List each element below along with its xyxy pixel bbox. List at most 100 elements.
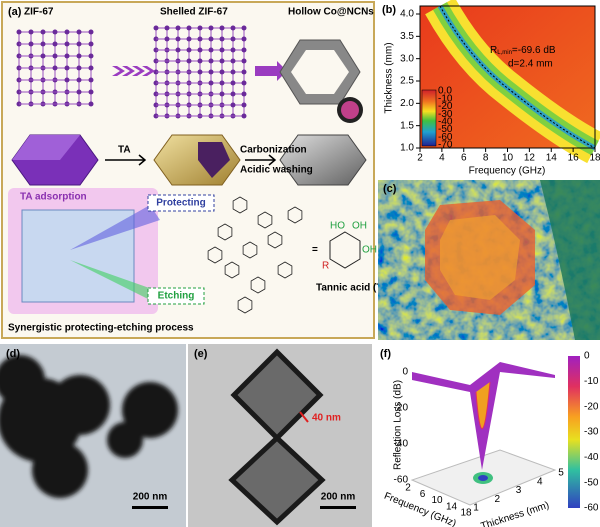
lattice-node bbox=[197, 47, 203, 53]
lattice-node bbox=[52, 65, 58, 71]
x-tick-label: 6 bbox=[461, 153, 467, 164]
y-tick-label: 1 bbox=[473, 503, 479, 514]
protecting-label: Protecting bbox=[156, 198, 205, 209]
panel-e: 40 nm (e) 200 nm bbox=[188, 344, 372, 527]
ring bbox=[224, 261, 240, 279]
lattice-node bbox=[241, 36, 247, 42]
y-label: Thickness (mm) bbox=[384, 42, 395, 113]
y-tick-label: 3 bbox=[516, 485, 522, 496]
x-tick-label: 4 bbox=[439, 153, 445, 164]
ring bbox=[217, 223, 233, 241]
lattice-node bbox=[88, 41, 94, 47]
process-label: Synergistic protecting-etching process bbox=[8, 323, 194, 334]
colorbar-tick-label: -70 bbox=[438, 140, 453, 151]
lattice-node bbox=[219, 80, 225, 86]
lattice-node bbox=[241, 91, 247, 97]
equals: = bbox=[312, 245, 318, 256]
x-tick-label: 12 bbox=[524, 153, 536, 164]
colorbar-tick-label: -60 bbox=[584, 503, 599, 514]
ring bbox=[237, 296, 253, 314]
group: OH bbox=[352, 221, 367, 232]
y-tick-label: 4 bbox=[537, 476, 543, 487]
step-label: TA bbox=[118, 145, 131, 156]
lattice-node bbox=[197, 25, 203, 31]
scale-label: 200 nm bbox=[321, 492, 356, 503]
colorbar-tick-label: -10 bbox=[438, 93, 453, 104]
lattice-node bbox=[186, 36, 192, 42]
x-tick-label: 10 bbox=[502, 153, 514, 164]
stage-label: Hollow Co@NCNs bbox=[288, 7, 374, 18]
marker-label: 40 nm bbox=[312, 413, 341, 424]
lattice-node bbox=[64, 41, 70, 47]
particle bbox=[228, 434, 326, 526]
lattice-node bbox=[88, 53, 94, 59]
lattice-node bbox=[40, 53, 46, 59]
group: R bbox=[322, 261, 329, 272]
panel-label: (c) bbox=[383, 183, 397, 195]
y-tick-label: 1.0 bbox=[400, 143, 414, 154]
particle-core bbox=[440, 215, 520, 300]
lattice-node bbox=[219, 58, 225, 64]
lattice-group bbox=[16, 25, 247, 119]
lattice-node bbox=[219, 91, 225, 97]
lattice-node bbox=[219, 25, 225, 31]
x-tick-label: 18 bbox=[460, 508, 472, 519]
lattice-node bbox=[230, 36, 236, 42]
annotation-subscript: L,min bbox=[497, 50, 512, 56]
z-tick-label: 0 bbox=[402, 367, 408, 378]
x-tick-label: 14 bbox=[446, 501, 458, 512]
x-tick-label: 6 bbox=[420, 489, 426, 500]
y-tick-label: 2.0 bbox=[400, 98, 414, 109]
lattice-node bbox=[230, 58, 236, 64]
y-tick-label: 5 bbox=[558, 468, 564, 479]
lattice-node bbox=[241, 47, 247, 53]
scale-bar bbox=[320, 506, 356, 509]
panel-a: (a) ZIF-67 Shelled ZIF-67 Hollow Co@NCNs… bbox=[1, 1, 392, 339]
z-label: Reflection Loss (dB) bbox=[393, 380, 404, 470]
x-tick-label: 14 bbox=[546, 153, 558, 164]
ring bbox=[207, 246, 223, 264]
lattice-node bbox=[230, 25, 236, 31]
marker bbox=[299, 411, 309, 423]
arrow bbox=[105, 154, 147, 166]
colorbar bbox=[568, 356, 580, 508]
x-tick-label: 8 bbox=[483, 153, 489, 164]
lattice-node bbox=[28, 29, 34, 35]
colorbar-tick-label: 0.0 bbox=[438, 86, 452, 97]
annotation: d=2.4 mm bbox=[508, 59, 553, 70]
lattice-node bbox=[186, 47, 192, 53]
lattice-node bbox=[64, 65, 70, 71]
etching-label: Etching bbox=[158, 291, 195, 302]
annotation-symbol: R bbox=[490, 45, 497, 56]
ring bbox=[257, 211, 273, 229]
tannic-acid-structure bbox=[207, 196, 303, 314]
lattice-node bbox=[208, 47, 214, 53]
region bbox=[540, 180, 600, 340]
lattice-node bbox=[88, 89, 94, 95]
lattice-node bbox=[40, 29, 46, 35]
ta-name: Tannic acid (TA) bbox=[316, 283, 392, 294]
crystal-face bbox=[12, 135, 80, 160]
ring bbox=[232, 196, 248, 214]
lattice-node bbox=[76, 77, 82, 83]
annotation: RL,min=-69.6 dB bbox=[490, 45, 556, 56]
panel-label: (d) bbox=[6, 348, 20, 360]
group: HO bbox=[330, 221, 345, 232]
arrow bbox=[245, 154, 277, 166]
crystal-cut bbox=[198, 142, 230, 178]
lattice-node bbox=[230, 91, 236, 97]
lattice-node bbox=[88, 65, 94, 71]
lattice-node bbox=[153, 25, 159, 31]
lattice-node bbox=[64, 29, 70, 35]
lattice-node bbox=[186, 25, 192, 31]
x-tick-label: 18 bbox=[589, 153, 600, 164]
lattice-node bbox=[186, 58, 192, 64]
x-tick-label: 16 bbox=[568, 153, 580, 164]
surface-dip bbox=[475, 381, 491, 430]
x-tick-label: 2 bbox=[417, 153, 423, 164]
lattice-node bbox=[76, 65, 82, 71]
lattice-node bbox=[76, 53, 82, 59]
group: OH bbox=[362, 245, 377, 256]
panel-label: (e) bbox=[194, 348, 208, 360]
